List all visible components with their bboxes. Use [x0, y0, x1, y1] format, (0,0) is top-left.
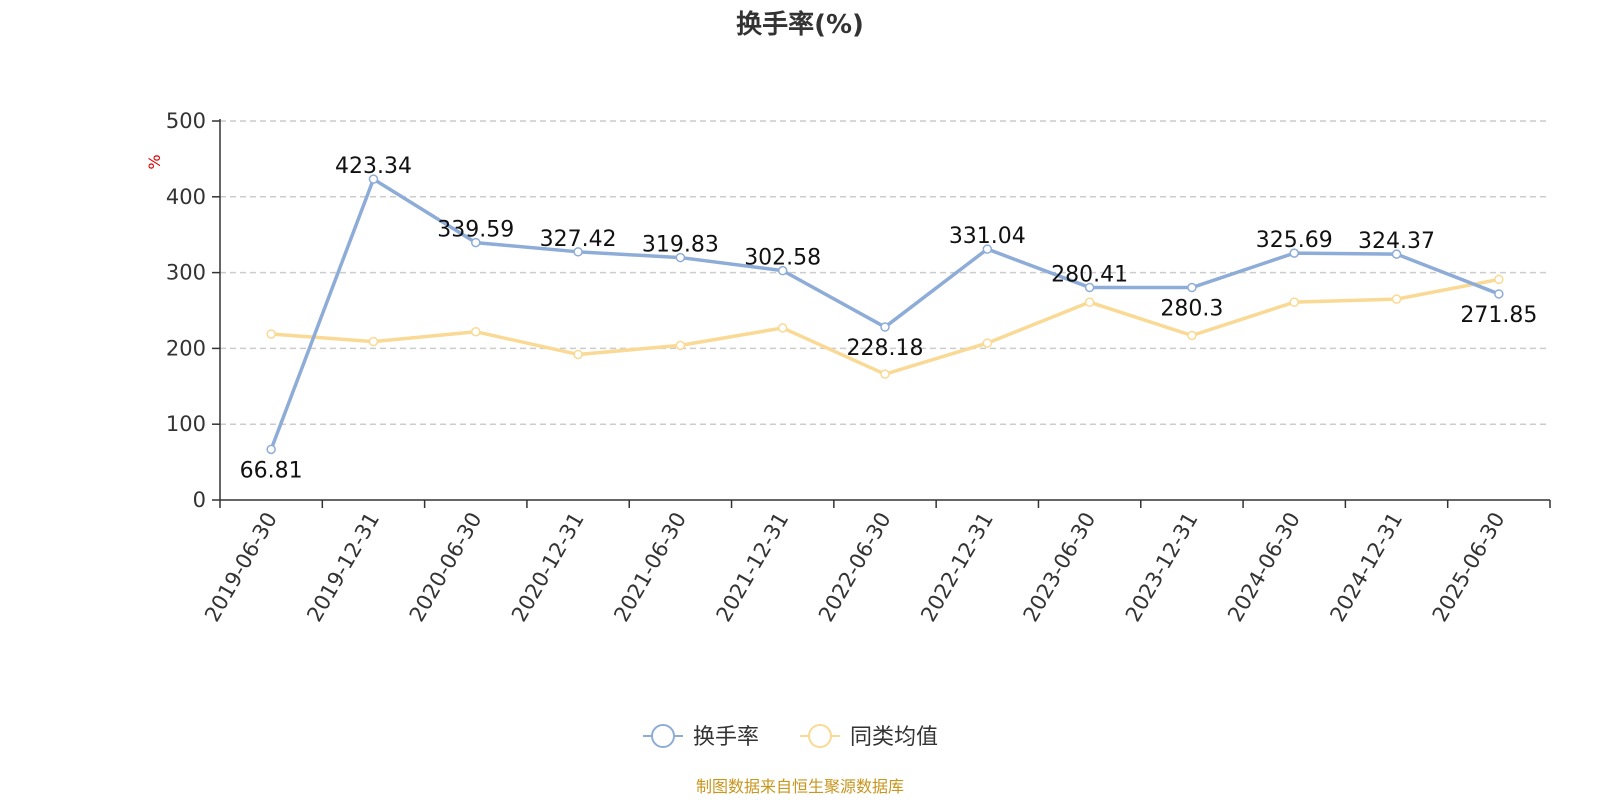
- x-tick-label: 2020-06-30: [405, 508, 487, 626]
- data-point[interactable]: [777, 265, 788, 276]
- series-layer: [266, 174, 1504, 455]
- legend-item-1[interactable]: 同类均值: [800, 724, 938, 750]
- data-point[interactable]: [880, 369, 890, 379]
- data-point[interactable]: [1391, 294, 1402, 304]
- x-tick-label: 2024-06-30: [1223, 508, 1305, 626]
- data-label: 280.3: [1160, 297, 1223, 322]
- data-label: 66.81: [240, 458, 303, 483]
- data-point[interactable]: [573, 349, 583, 360]
- legend[interactable]: 换手率 同类均值: [643, 724, 938, 750]
- data-point[interactable]: [1289, 297, 1299, 307]
- x-tick-label: 2021-06-30: [609, 508, 691, 626]
- data-point[interactable]: [368, 336, 379, 347]
- y-tick-label: 100: [166, 412, 206, 436]
- source-note: 制图数据来自恒生聚源数据库: [696, 777, 904, 796]
- data-point[interactable]: [982, 338, 993, 348]
- x-tick-label: 2019-06-30: [200, 508, 282, 626]
- data-point[interactable]: [1494, 289, 1504, 299]
- data-point[interactable]: [1494, 274, 1504, 285]
- x-tick-label: 2022-12-31: [916, 508, 998, 626]
- x-tick-label: 2025-06-30: [1428, 508, 1510, 626]
- y-tick-label: 300: [166, 261, 206, 285]
- data-label: 327.42: [540, 227, 617, 252]
- legend-marker: [808, 724, 832, 748]
- legend-item-0[interactable]: 换手率: [643, 724, 759, 750]
- data-point[interactable]: [777, 323, 788, 333]
- series-1: [266, 274, 1504, 379]
- y-tick-label: 0: [193, 488, 206, 512]
- data-point[interactable]: [471, 326, 481, 337]
- chart-title: 换手率(%): [736, 9, 864, 40]
- data-label: 423.34: [335, 154, 412, 179]
- x-tick-label: 2023-06-30: [1019, 508, 1101, 626]
- axes: 0 100 200 300 400 500 2019-06-30 2019-12-31 2020…: [166, 109, 1551, 626]
- legend-label: 换手率: [693, 725, 759, 750]
- data-point[interactable]: [573, 247, 583, 257]
- y-axis-unit-label: %: [145, 154, 164, 169]
- data-point[interactable]: [266, 444, 276, 455]
- data-label: 271.85: [1460, 303, 1537, 328]
- legend-marker: [651, 724, 675, 748]
- data-point[interactable]: [471, 237, 481, 248]
- data-label: 331.04: [949, 224, 1026, 249]
- data-label: 319.83: [642, 233, 719, 258]
- x-tick-label: 2021-12-31: [712, 508, 794, 626]
- data-label: 228.18: [847, 336, 924, 361]
- data-point[interactable]: [675, 340, 686, 351]
- data-labels: 66.81 423.34 339.59 327.42 319.83 302.58 228.1…: [240, 154, 1538, 483]
- data-point[interactable]: [675, 252, 686, 263]
- grid-lines: [220, 120, 1550, 425]
- data-label: 324.37: [1358, 229, 1435, 254]
- y-tick-label: 400: [166, 185, 206, 209]
- data-point[interactable]: [368, 174, 379, 184]
- series-0: [266, 174, 1504, 455]
- data-point[interactable]: [1187, 330, 1197, 341]
- x-tick-label: 2020-12-31: [507, 508, 589, 626]
- y-tick-label: 500: [166, 109, 206, 133]
- y-tick-label: 200: [166, 336, 206, 360]
- data-label: 302.58: [744, 246, 821, 271]
- data-point[interactable]: [1187, 282, 1197, 293]
- legend-label: 同类均值: [850, 725, 938, 750]
- x-tick-label: 2024-12-31: [1325, 508, 1407, 626]
- data-point[interactable]: [1391, 249, 1402, 259]
- data-point[interactable]: [1084, 282, 1095, 293]
- x-tick-label: 2023-12-31: [1121, 508, 1203, 626]
- data-point[interactable]: [1289, 248, 1299, 258]
- data-point[interactable]: [1084, 297, 1095, 307]
- data-label: 280.41: [1051, 262, 1128, 287]
- data-point[interactable]: [266, 329, 276, 339]
- data-label: 325.69: [1256, 228, 1333, 253]
- data-label: 339.59: [437, 218, 514, 243]
- data-point[interactable]: [982, 244, 993, 254]
- x-tick-label: 2022-06-30: [814, 508, 896, 626]
- x-tick-label: 2019-12-31: [302, 508, 384, 626]
- data-point[interactable]: [880, 322, 890, 332]
